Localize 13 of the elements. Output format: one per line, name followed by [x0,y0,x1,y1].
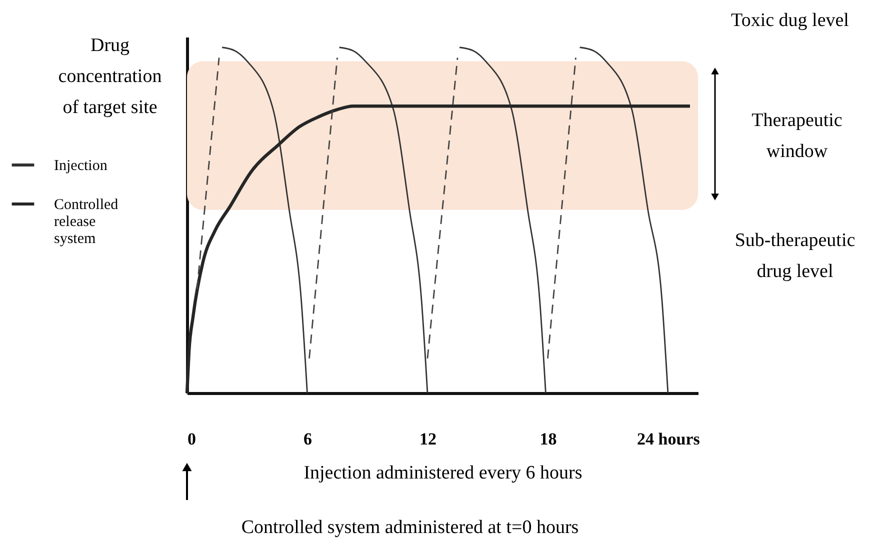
x-tick-label: 0 [188,430,196,448]
x-axis-title: Injection administered every 6 hours [304,462,582,484]
legend-label: Controlled release system [54,197,119,247]
text: Controlled system administered at t=0 hours [241,517,579,538]
x-tick-label: 24 hours [637,430,700,448]
x-tick-label: 12 [419,430,436,448]
legend-label: Injection [54,158,108,174]
band-label: Therapeutic window [752,110,842,162]
x-tick-label: 6 [303,430,312,448]
y-axis-title: Drug concentration of target site [58,35,162,118]
text: Toxic dug level [731,10,849,31]
text: Sub-therapeutic drug level [734,230,856,282]
x-tick-label: 18 [540,430,557,448]
